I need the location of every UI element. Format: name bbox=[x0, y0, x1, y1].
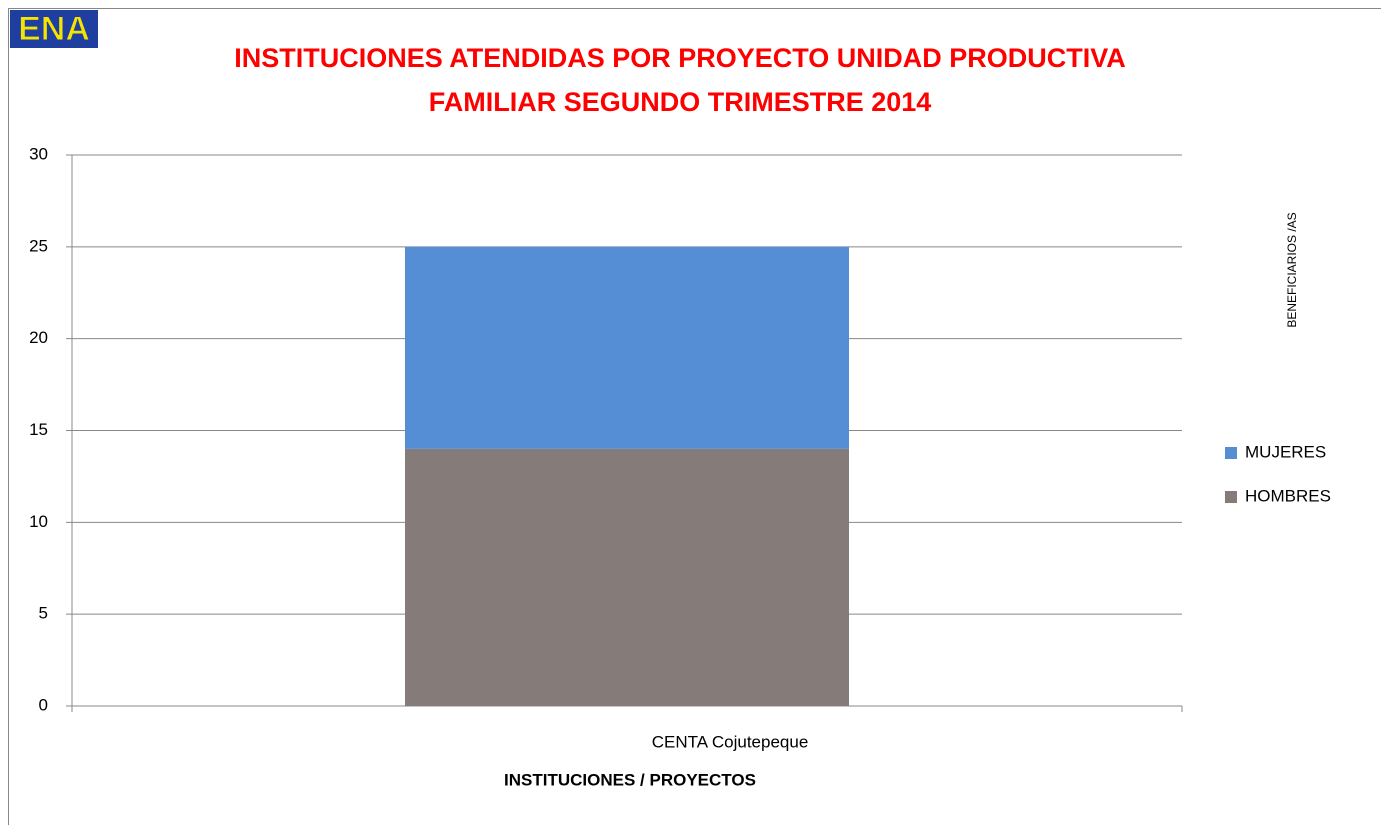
x-tick-label: CENTA Cojutepeque bbox=[652, 732, 809, 751]
bar-segment bbox=[405, 246, 849, 449]
bar-segment bbox=[405, 448, 849, 706]
y-tick-label: 30 bbox=[29, 144, 48, 163]
y-tick-label: 10 bbox=[29, 512, 48, 531]
chart-title: INSTITUCIONES ATENDIDAS POR PROYECTO UNI… bbox=[234, 43, 1126, 117]
y-tick-label: 0 bbox=[39, 695, 48, 714]
x-axis-label: INSTITUCIONES / PROYECTOS bbox=[504, 770, 756, 789]
legend-label: HOMBRES bbox=[1245, 486, 1331, 505]
logo-bg bbox=[10, 10, 98, 48]
frame bbox=[8, 8, 1381, 825]
legend-swatch bbox=[1225, 491, 1237, 503]
y-tick-label: 5 bbox=[39, 604, 48, 623]
y-tick-label: 20 bbox=[29, 328, 48, 347]
y-tick-label: 25 bbox=[29, 236, 48, 255]
y-axis-label: BENEFICIARIOS /AS bbox=[1285, 212, 1299, 327]
legend-label: MUJERES bbox=[1245, 442, 1326, 461]
y-tick-label: 15 bbox=[29, 420, 48, 439]
legend-swatch bbox=[1225, 447, 1237, 459]
logo: ENA bbox=[18, 10, 90, 48]
